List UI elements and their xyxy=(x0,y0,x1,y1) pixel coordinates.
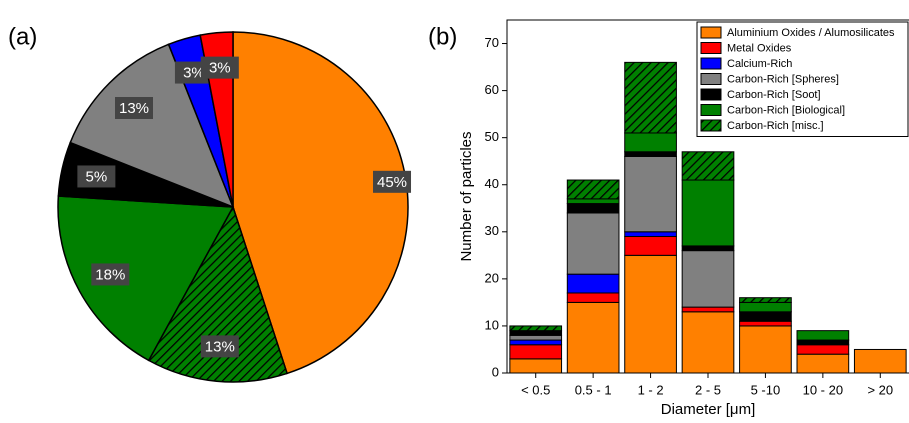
bar-segment xyxy=(509,330,563,336)
value-label: 13% xyxy=(119,100,149,117)
x-tick-label: 1 - 2 xyxy=(638,382,664,397)
bar-segment xyxy=(739,301,792,313)
label-box xyxy=(200,335,239,358)
value-label: 5% xyxy=(86,168,108,185)
bar-segment xyxy=(739,311,792,322)
bar-segment xyxy=(566,292,620,303)
pie-slice xyxy=(147,205,289,383)
bar-segment xyxy=(681,151,735,181)
bar-segment xyxy=(624,254,677,374)
pie-slice xyxy=(57,195,235,362)
bar-segment xyxy=(681,311,735,374)
bar-segment xyxy=(796,344,850,355)
value-label: 3% xyxy=(209,60,231,77)
value-label: 3% xyxy=(183,65,205,82)
label-box xyxy=(373,170,412,193)
bar-segment xyxy=(796,353,850,374)
bar-segment xyxy=(566,198,620,205)
legend-entry: Carbon-Rich [Soot] xyxy=(727,89,821,101)
bar-segment xyxy=(624,155,677,233)
legend-swatch xyxy=(700,73,722,85)
bar-segment xyxy=(681,250,735,308)
legend-entry: Metal Oxides xyxy=(727,42,792,54)
x-tick-label: < 0.5 xyxy=(521,382,550,397)
value-label: 45% xyxy=(377,174,407,191)
legend-entry: Carbon-Rich [Spheres] xyxy=(727,73,839,85)
bar-segment xyxy=(509,325,563,332)
bar-segment xyxy=(566,179,620,200)
legend-entry: Carbon-Rich [misc.] xyxy=(727,120,824,132)
label-box xyxy=(77,165,116,188)
panel-label: (a) xyxy=(8,23,37,50)
label-box xyxy=(200,56,239,79)
axes xyxy=(506,19,909,374)
legend-entry: Aluminium Oxides / Alumosilicates xyxy=(727,27,895,39)
panel-label: (b) xyxy=(428,23,457,50)
bar-segment xyxy=(509,334,563,341)
bar-segment xyxy=(681,245,735,252)
x-tick-label: > 20 xyxy=(867,382,893,397)
legend-swatch xyxy=(700,26,722,39)
bar-segment xyxy=(739,325,792,374)
bar-segment xyxy=(681,306,735,313)
x-tick-label: 5 -10 xyxy=(751,382,781,397)
legend-swatch xyxy=(700,57,722,70)
bar-segment xyxy=(681,179,735,247)
bar-segment xyxy=(624,132,677,153)
value-label: 13% xyxy=(205,338,235,355)
legend-entry: Calcium-Rich xyxy=(727,58,792,70)
bar-segment xyxy=(796,339,850,346)
bar-segment xyxy=(739,297,792,303)
pie-slice xyxy=(69,43,235,209)
legend-swatch xyxy=(700,88,722,101)
value-label: 18% xyxy=(95,266,125,283)
bar-segment xyxy=(509,344,563,360)
y-tick-label: 20 xyxy=(485,270,499,285)
bar-segment xyxy=(566,203,620,214)
bar-segment xyxy=(796,330,850,341)
x-tick-label: 2 - 5 xyxy=(695,382,721,397)
y-tick-label: 50 xyxy=(485,129,499,144)
y-tick-label: 0 xyxy=(492,364,499,379)
bar-segment xyxy=(624,151,677,157)
bar-segment xyxy=(739,320,792,327)
legend-box xyxy=(696,21,909,137)
y-tick-label: 30 xyxy=(485,223,499,238)
label-box xyxy=(91,263,130,286)
y-tick-label: 40 xyxy=(485,176,499,191)
legend-swatch xyxy=(700,42,722,54)
y-tick-label: 70 xyxy=(485,35,499,50)
bar-segment xyxy=(853,348,907,374)
bar-segment xyxy=(566,301,620,374)
y-tick-label: 10 xyxy=(485,317,499,332)
legend-entry: Carbon-Rich [Biological] xyxy=(727,104,845,116)
x-tick-label: 10 - 20 xyxy=(803,382,843,397)
y-axis-label: Number of particles xyxy=(458,131,475,261)
legend-swatch xyxy=(700,104,722,116)
y-tick-label: 60 xyxy=(485,82,499,97)
bar-segment xyxy=(509,339,563,346)
bar-segment xyxy=(566,273,620,294)
bar-segment xyxy=(509,358,563,374)
x-tick-label: 0.5 - 1 xyxy=(575,382,612,397)
bar-segment xyxy=(624,231,677,238)
legend-swatch xyxy=(700,119,722,132)
x-axis-label: Diameter [μm] xyxy=(661,401,756,418)
label-box xyxy=(115,97,154,120)
bar-segment xyxy=(624,236,677,256)
bar-segment xyxy=(566,212,620,275)
bar-segment xyxy=(624,61,677,134)
